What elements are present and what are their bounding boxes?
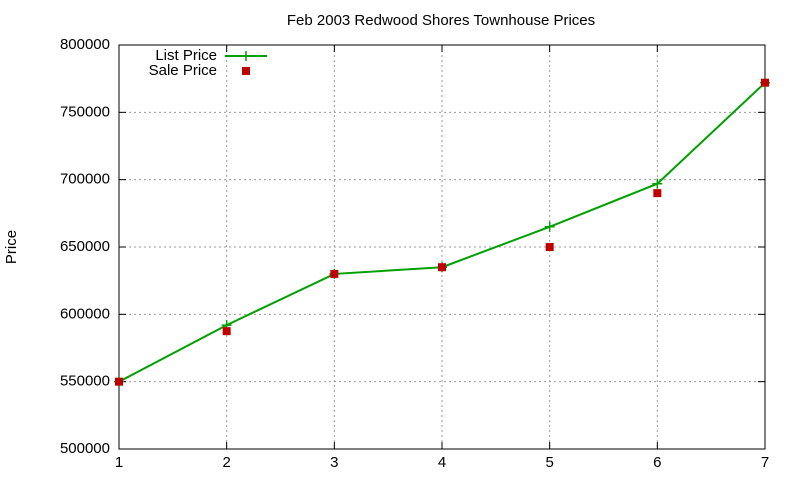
y-tick-label: 650000 (60, 238, 110, 255)
x-tick-label: 5 (545, 454, 553, 471)
x-tick-label: 6 (653, 454, 661, 471)
legend-label: Sale Price (149, 62, 217, 79)
x-tick-label: 1 (115, 454, 123, 471)
data-point (653, 189, 662, 198)
y-tick-label: 800000 (60, 36, 110, 53)
data-point (761, 78, 769, 87)
y-axis-label: Price (3, 230, 20, 264)
data-point (652, 178, 663, 189)
data-point (544, 221, 555, 232)
data-point (545, 243, 554, 251)
legend-marker (242, 67, 250, 75)
data-point (115, 377, 123, 386)
x-tick-label: 4 (438, 454, 446, 471)
legend-label: List Price (155, 47, 217, 64)
x-tick-label: 3 (330, 454, 338, 471)
y-tick-label: 600000 (60, 305, 110, 322)
y-tick-label: 750000 (60, 103, 110, 120)
data-point (438, 263, 446, 272)
data-point (330, 269, 339, 278)
chart-title: Feb 2003 Redwood Shores Townhouse Prices (287, 12, 595, 29)
plot-frame (118, 44, 766, 450)
legend-marker (241, 51, 251, 61)
y-tick-label: 550000 (60, 373, 110, 390)
y-tick-label: 500000 (60, 440, 110, 457)
x-tick-label: 2 (222, 454, 230, 471)
data-point (222, 327, 231, 336)
y-tick-label: 700000 (60, 171, 110, 188)
x-tick-label: 7 (761, 454, 769, 471)
